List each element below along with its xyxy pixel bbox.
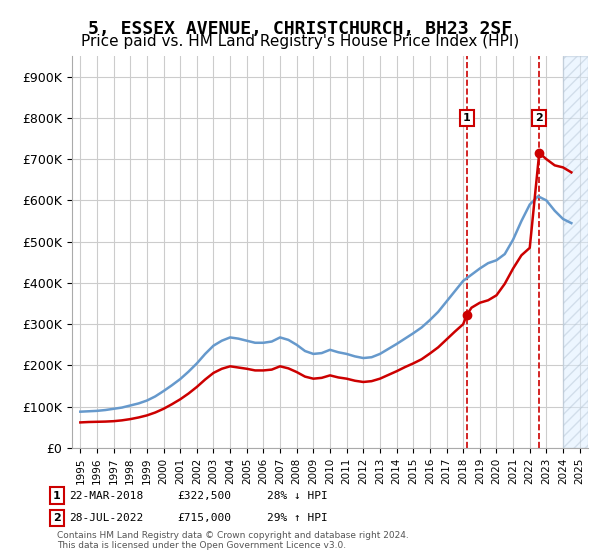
Text: Contains HM Land Registry data © Crown copyright and database right 2024.
This d: Contains HM Land Registry data © Crown c… — [57, 530, 409, 550]
Text: £715,000: £715,000 — [177, 513, 231, 523]
Text: £322,500: £322,500 — [177, 491, 231, 501]
Text: 1: 1 — [463, 113, 470, 123]
Text: 22-MAR-2018: 22-MAR-2018 — [69, 491, 143, 501]
Text: 1: 1 — [53, 491, 61, 501]
Text: 28% ↓ HPI: 28% ↓ HPI — [267, 491, 328, 501]
Bar — [563, 56, 588, 448]
Text: 28-JUL-2022: 28-JUL-2022 — [69, 513, 143, 523]
Bar — [563, 56, 588, 448]
Text: 2: 2 — [535, 113, 543, 123]
Text: 29% ↑ HPI: 29% ↑ HPI — [267, 513, 328, 523]
Text: 2: 2 — [53, 513, 61, 523]
Text: Price paid vs. HM Land Registry's House Price Index (HPI): Price paid vs. HM Land Registry's House … — [81, 34, 519, 49]
Text: 5, ESSEX AVENUE, CHRISTCHURCH, BH23 2SF: 5, ESSEX AVENUE, CHRISTCHURCH, BH23 2SF — [88, 20, 512, 38]
